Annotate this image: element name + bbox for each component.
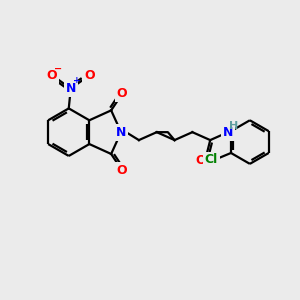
Text: N: N <box>116 126 126 139</box>
Text: O: O <box>117 164 128 177</box>
Text: O: O <box>46 69 57 82</box>
Text: N: N <box>223 126 233 139</box>
Text: O: O <box>84 69 95 82</box>
Text: −: − <box>54 64 62 74</box>
Text: O: O <box>117 87 128 100</box>
Text: Cl: Cl <box>205 153 218 167</box>
Text: H: H <box>230 121 238 131</box>
Text: +: + <box>73 76 80 85</box>
Text: O: O <box>195 154 206 167</box>
Text: N: N <box>66 82 76 95</box>
